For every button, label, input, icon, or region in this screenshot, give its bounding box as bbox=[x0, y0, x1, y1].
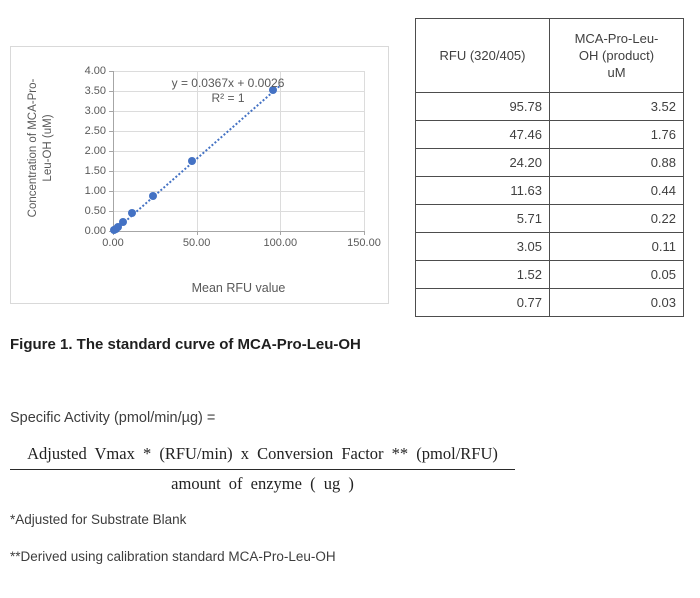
table-cell: 3.52 bbox=[549, 92, 684, 121]
table-row: 1.52 0.05 bbox=[415, 260, 684, 289]
y-axis-tick bbox=[109, 171, 113, 172]
equation-text: y = 0.0367x + 0.0026 bbox=[171, 76, 285, 90]
table-cell: 1.76 bbox=[549, 120, 684, 149]
y-tick-label: 1.00 bbox=[84, 185, 106, 197]
horizontal-gridline bbox=[113, 211, 364, 212]
x-tick-label: 0.00 bbox=[102, 237, 124, 249]
x-axis-tick bbox=[364, 231, 365, 235]
y-tick-label: 4.00 bbox=[84, 65, 106, 77]
x-axis-title: Mean RFU value bbox=[191, 281, 286, 295]
y-axis-tick bbox=[109, 131, 113, 132]
x-tick-label: 150.00 bbox=[347, 237, 381, 249]
y-axis-title-line1: Concentration of MCA-Pro- bbox=[27, 78, 39, 218]
table-cell: 1.52 bbox=[415, 260, 550, 289]
table-cell: 5.71 bbox=[415, 204, 550, 233]
table-cell: 0.44 bbox=[549, 176, 684, 205]
r-squared-text: R² = 1 bbox=[211, 91, 245, 105]
y-axis-tick bbox=[109, 211, 113, 212]
standard-curve-table: RFU (320/405) MCA-Pro-Leu- OH (product) … bbox=[415, 18, 684, 317]
data-point bbox=[118, 218, 127, 227]
vertical-gridline bbox=[113, 71, 114, 231]
table-row: 3.05 0.11 bbox=[415, 232, 684, 261]
formula-fraction: Adjusted Vmax * (RFU/min) x Conversion F… bbox=[10, 444, 515, 494]
data-point bbox=[128, 209, 137, 218]
formula-numerator: Adjusted Vmax * (RFU/min) x Conversion F… bbox=[10, 444, 515, 470]
table-header-rfu: RFU (320/405) bbox=[415, 18, 550, 93]
horizontal-gridline bbox=[113, 91, 364, 92]
y-tick-label: 2.00 bbox=[84, 145, 106, 157]
y-axis-tick bbox=[109, 151, 113, 152]
footnote-calibration-standard: **Derived using calibration standard MCA… bbox=[10, 549, 336, 564]
table-row: 47.46 1.76 bbox=[415, 120, 684, 149]
horizontal-gridline bbox=[113, 231, 364, 232]
table-cell: 47.46 bbox=[415, 120, 550, 149]
y-tick-label: 1.50 bbox=[84, 165, 106, 177]
y-tick-label: 0.00 bbox=[84, 225, 106, 237]
horizontal-gridline bbox=[113, 131, 364, 132]
vertical-gridline bbox=[364, 71, 365, 231]
vertical-gridline bbox=[280, 71, 282, 231]
table-header-row: RFU (320/405) MCA-Pro-Leu- OH (product) … bbox=[415, 18, 684, 93]
table-header-product: MCA-Pro-Leu- OH (product) uM bbox=[549, 18, 684, 93]
data-point bbox=[149, 191, 158, 200]
table-cell: 0.77 bbox=[415, 288, 550, 317]
x-tick-label: 100.00 bbox=[263, 237, 298, 249]
table-row: 5.71 0.22 bbox=[415, 204, 684, 233]
y-tick-label: 3.00 bbox=[84, 105, 106, 117]
x-tick-label: 50.00 bbox=[182, 237, 211, 249]
y-axis-tick bbox=[109, 71, 113, 72]
horizontal-gridline bbox=[113, 111, 364, 112]
vertical-gridline bbox=[196, 71, 198, 231]
table-row: 0.77 0.03 bbox=[415, 288, 684, 317]
x-axis-tick bbox=[196, 231, 198, 235]
y-axis-tick bbox=[109, 111, 113, 112]
footnote-substrate-blank: *Adjusted for Substrate Blank bbox=[10, 512, 187, 527]
horizontal-gridline bbox=[113, 71, 364, 72]
formula-intro: Specific Activity (pmol/min/µg) = bbox=[10, 410, 216, 426]
table-row: 11.63 0.44 bbox=[415, 176, 684, 205]
figure-caption: Figure 1. The standard curve of MCA-Pro-… bbox=[10, 336, 361, 353]
table-cell: 0.05 bbox=[549, 260, 684, 289]
table-cell: 11.63 bbox=[415, 176, 550, 205]
table-cell: 24.20 bbox=[415, 148, 550, 177]
table-row: 24.20 0.88 bbox=[415, 148, 684, 177]
formula-denominator: amount of enzyme ( ug ) bbox=[171, 474, 354, 493]
table-cell: 0.03 bbox=[549, 288, 684, 317]
plot-area: 0.00 0.50 1.00 1.50 2.00 2.50 3.00 3.50 4.00 0.00… bbox=[85, 65, 381, 249]
table-cell: 3.05 bbox=[415, 232, 550, 261]
y-tick-label: 0.50 bbox=[84, 205, 106, 217]
table-cell: 95.78 bbox=[415, 92, 550, 121]
data-point bbox=[114, 222, 123, 231]
horizontal-gridline bbox=[113, 191, 364, 192]
standard-curve-chart: Concentration of MCA-Pro- Leu-OH (uM) 0.… bbox=[10, 46, 389, 304]
y-axis-tick bbox=[109, 191, 113, 192]
table-cell: 0.88 bbox=[549, 148, 684, 177]
y-axis-title: Concentration of MCA-Pro- Leu-OH (uM) bbox=[26, 48, 56, 248]
data-point bbox=[269, 86, 278, 95]
data-point bbox=[188, 156, 197, 165]
y-tick-label: 3.50 bbox=[84, 85, 106, 97]
table-cell: 0.11 bbox=[549, 232, 684, 261]
x-axis-tick bbox=[280, 231, 282, 235]
y-axis-tick bbox=[109, 91, 113, 92]
table-body: 95.78 3.52 47.46 1.76 24.20 0.88 11.63 0.44 5.71… bbox=[415, 92, 684, 317]
y-axis-title-line2: Leu-OH (uM) bbox=[42, 114, 54, 182]
table-row: 95.78 3.52 bbox=[415, 92, 684, 121]
horizontal-gridline bbox=[113, 151, 364, 152]
y-tick-label: 2.50 bbox=[84, 125, 106, 137]
trendline-equation: y = 0.0367x + 0.0026 R² = 1 bbox=[108, 76, 348, 106]
horizontal-gridline bbox=[113, 171, 364, 172]
table-cell: 0.22 bbox=[549, 204, 684, 233]
